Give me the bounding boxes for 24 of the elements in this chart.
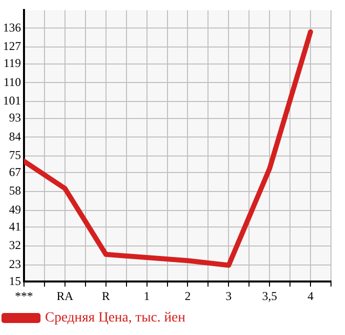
y-tick-label: 119: [3, 56, 21, 70]
x-tick-label: R: [102, 288, 110, 303]
y-tick-label: 84: [9, 129, 21, 144]
y-tick-label: 41: [9, 219, 21, 234]
y-tick-label: 101: [3, 94, 21, 108]
y-tick-label: 49: [9, 202, 21, 217]
y-tick-label: 58: [9, 184, 21, 198]
x-tick-label: 4: [308, 288, 314, 303]
y-tick-label: 15: [9, 274, 21, 288]
y-tick-label: 75: [9, 148, 21, 162]
x-tick-label: 1: [144, 288, 150, 303]
x-tick-label: 3,5: [262, 288, 278, 303]
y-tick-label: 32: [9, 238, 21, 252]
x-tick-label: RA: [56, 288, 74, 303]
legend-label: Средняя Цена, тыс. йен: [45, 310, 186, 326]
y-tick-label: 67: [9, 164, 21, 179]
y-tick-label: 93: [9, 110, 21, 124]
y-tick-label: 110: [3, 74, 21, 89]
x-tick-label: 2: [184, 288, 191, 303]
x-tick-label: 3: [226, 288, 232, 303]
y-tick-label: 136: [3, 20, 21, 34]
x-tick-label: ***: [15, 288, 33, 303]
y-tick-label: 23: [9, 257, 21, 272]
y-tick-label: 127: [3, 39, 21, 54]
